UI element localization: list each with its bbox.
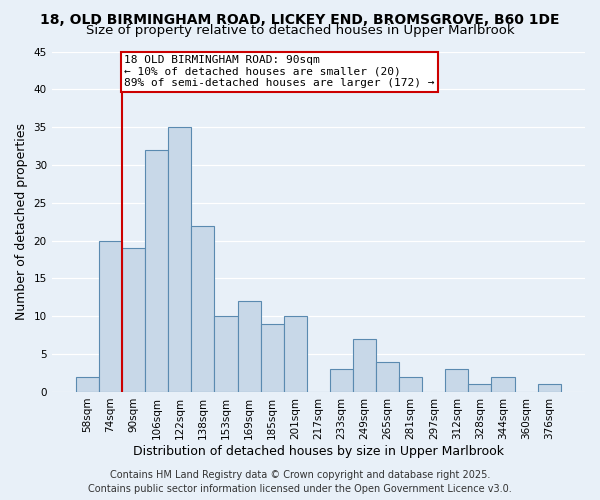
Bar	[260, 324, 284, 392]
Bar	[122, 248, 145, 392]
Bar	[99, 240, 122, 392]
Bar	[538, 384, 561, 392]
Bar	[214, 316, 238, 392]
Bar	[168, 127, 191, 392]
Bar	[284, 316, 307, 392]
Bar	[353, 339, 376, 392]
Bar	[445, 370, 469, 392]
Bar	[330, 370, 353, 392]
Text: Contains HM Land Registry data © Crown copyright and database right 2025.
Contai: Contains HM Land Registry data © Crown c…	[88, 470, 512, 494]
Bar	[491, 377, 515, 392]
Bar	[469, 384, 491, 392]
Text: 18, OLD BIRMINGHAM ROAD, LICKEY END, BROMSGROVE, B60 1DE: 18, OLD BIRMINGHAM ROAD, LICKEY END, BRO…	[40, 12, 560, 26]
Bar	[238, 301, 260, 392]
Bar	[191, 226, 214, 392]
Bar	[399, 377, 422, 392]
Bar	[376, 362, 399, 392]
Y-axis label: Number of detached properties: Number of detached properties	[15, 123, 28, 320]
Text: 18 OLD BIRMINGHAM ROAD: 90sqm
← 10% of detached houses are smaller (20)
89% of s: 18 OLD BIRMINGHAM ROAD: 90sqm ← 10% of d…	[124, 56, 435, 88]
Bar	[76, 377, 99, 392]
Bar	[145, 150, 168, 392]
X-axis label: Distribution of detached houses by size in Upper Marlbrook: Distribution of detached houses by size …	[133, 444, 504, 458]
Text: Size of property relative to detached houses in Upper Marlbrook: Size of property relative to detached ho…	[86, 24, 514, 37]
